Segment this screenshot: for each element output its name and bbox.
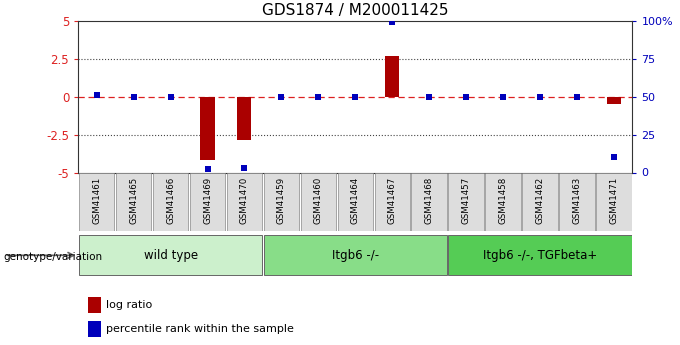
FancyBboxPatch shape <box>190 173 225 230</box>
Text: GSM41463: GSM41463 <box>573 177 581 225</box>
FancyBboxPatch shape <box>79 173 114 230</box>
Text: GSM41470: GSM41470 <box>240 177 249 225</box>
Text: percentile rank within the sample: percentile rank within the sample <box>105 324 293 334</box>
Text: GSM41465: GSM41465 <box>129 177 138 225</box>
FancyBboxPatch shape <box>264 235 447 275</box>
Text: wild type: wild type <box>143 249 198 262</box>
Text: GSM41471: GSM41471 <box>609 177 618 225</box>
Text: GSM41469: GSM41469 <box>203 177 212 224</box>
Text: GSM41467: GSM41467 <box>388 177 396 225</box>
FancyBboxPatch shape <box>375 173 410 230</box>
FancyBboxPatch shape <box>596 173 632 230</box>
Bar <box>88 297 101 313</box>
Text: Itgb6 -/-, TGFbeta+: Itgb6 -/-, TGFbeta+ <box>483 249 597 262</box>
Title: GDS1874 / M200011425: GDS1874 / M200011425 <box>262 3 449 18</box>
FancyBboxPatch shape <box>448 235 632 275</box>
Bar <box>237 97 252 140</box>
Text: Itgb6 -/-: Itgb6 -/- <box>332 249 379 262</box>
FancyBboxPatch shape <box>559 173 595 230</box>
Bar <box>88 321 101 337</box>
Text: GSM41460: GSM41460 <box>314 177 323 225</box>
Bar <box>386 56 399 97</box>
FancyBboxPatch shape <box>486 173 521 230</box>
Bar <box>607 97 621 105</box>
FancyBboxPatch shape <box>226 173 262 230</box>
FancyBboxPatch shape <box>448 173 484 230</box>
Text: GSM41459: GSM41459 <box>277 177 286 224</box>
Text: GSM41466: GSM41466 <box>166 177 175 225</box>
Bar <box>201 97 214 160</box>
Text: GSM41462: GSM41462 <box>536 177 545 225</box>
Text: GSM41457: GSM41457 <box>462 177 471 225</box>
Text: genotype/variation: genotype/variation <box>3 252 103 262</box>
Text: GSM41458: GSM41458 <box>498 177 507 225</box>
FancyBboxPatch shape <box>337 173 373 230</box>
FancyBboxPatch shape <box>153 173 188 230</box>
FancyBboxPatch shape <box>264 173 299 230</box>
Text: log ratio: log ratio <box>105 300 152 310</box>
FancyBboxPatch shape <box>522 173 558 230</box>
FancyBboxPatch shape <box>411 173 447 230</box>
Text: GSM41464: GSM41464 <box>351 177 360 225</box>
Text: GSM41468: GSM41468 <box>425 177 434 225</box>
FancyBboxPatch shape <box>79 235 262 275</box>
FancyBboxPatch shape <box>116 173 152 230</box>
Text: GSM41461: GSM41461 <box>92 177 101 225</box>
FancyBboxPatch shape <box>301 173 336 230</box>
